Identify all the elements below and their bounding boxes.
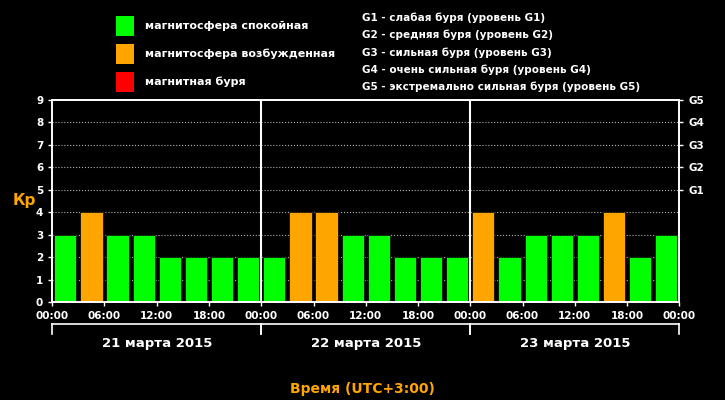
Text: G5 - экстремально сильная буря (уровень G5): G5 - экстремально сильная буря (уровень … xyxy=(362,82,641,92)
Bar xyxy=(446,257,468,302)
Text: 21 марта 2015: 21 марта 2015 xyxy=(102,338,212,350)
Bar xyxy=(341,235,364,302)
Text: 23 марта 2015: 23 марта 2015 xyxy=(520,338,630,350)
Bar xyxy=(394,257,416,302)
Bar xyxy=(185,257,207,302)
Bar xyxy=(420,257,442,302)
Text: магнитная буря: магнитная буря xyxy=(145,77,246,87)
Text: G2 - средняя буря (уровень G2): G2 - средняя буря (уровень G2) xyxy=(362,30,553,40)
Y-axis label: Кр: Кр xyxy=(13,194,36,208)
Bar xyxy=(289,212,312,302)
Bar xyxy=(263,257,286,302)
Bar xyxy=(524,235,547,302)
Text: магнитосфера возбужденная: магнитосфера возбужденная xyxy=(145,49,335,59)
Text: G1 - слабая буря (уровень G1): G1 - слабая буря (уровень G1) xyxy=(362,13,546,23)
Text: G4 - очень сильная буря (уровень G4): G4 - очень сильная буря (уровень G4) xyxy=(362,64,592,75)
Bar xyxy=(54,235,76,302)
Bar xyxy=(159,257,181,302)
Bar xyxy=(315,212,338,302)
Text: G3 - сильная буря (уровень G3): G3 - сильная буря (уровень G3) xyxy=(362,47,552,58)
Bar xyxy=(629,257,651,302)
Bar xyxy=(107,235,128,302)
Bar xyxy=(133,235,154,302)
Text: магнитосфера спокойная: магнитосфера спокойная xyxy=(145,21,308,31)
Bar xyxy=(237,257,260,302)
Text: Время (UTC+3:00): Время (UTC+3:00) xyxy=(290,382,435,396)
Bar xyxy=(498,257,521,302)
Bar xyxy=(655,235,677,302)
Text: 22 марта 2015: 22 марта 2015 xyxy=(310,338,421,350)
Bar xyxy=(472,212,494,302)
Bar xyxy=(80,212,102,302)
Bar xyxy=(550,235,573,302)
Bar xyxy=(368,235,390,302)
Bar xyxy=(211,257,233,302)
Bar xyxy=(577,235,599,302)
Bar xyxy=(603,212,625,302)
